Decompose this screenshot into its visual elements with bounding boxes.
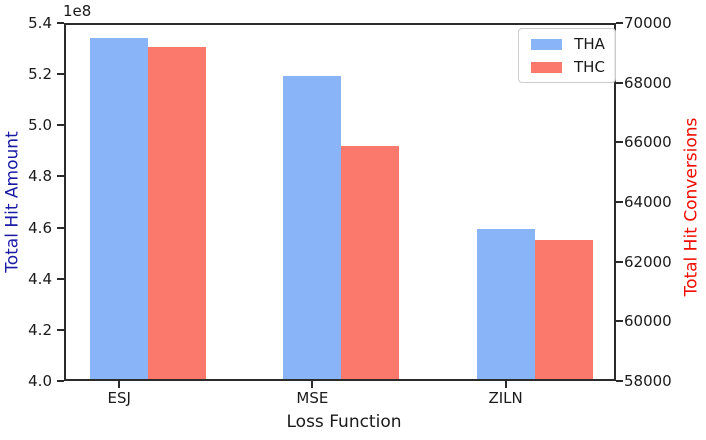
right-tick-mark (616, 201, 623, 203)
left-tick-mark (57, 380, 64, 382)
left-tick-mark (57, 328, 64, 331)
legend: THA THC (518, 28, 616, 83)
left-tick-label: 4.0 (28, 372, 52, 390)
left-tick-label: 5.4 (28, 14, 52, 32)
legend-row-thc: THC (531, 57, 605, 76)
x-tick-label: ZILN (488, 389, 523, 407)
bar-thc-ziln (534, 240, 593, 379)
left-tick-mark (57, 124, 64, 127)
bar-thc-esj (148, 47, 207, 379)
legend-items: THA THC (531, 34, 605, 76)
right-tick-label: 58000 (624, 372, 672, 390)
left-tick-label: 4.2 (28, 320, 52, 339)
x-tick-mark (118, 381, 121, 388)
bar-tha-mse (283, 75, 342, 379)
right-tick-mark (616, 22, 623, 24)
legend-label-thc: THC (574, 57, 605, 76)
left-tick-mark (57, 22, 64, 24)
left-axis-title: Total Hit Amount (2, 131, 23, 273)
x-tick-mark (504, 381, 507, 388)
left-tick-mark (57, 73, 64, 76)
legend-row-tha: THA (531, 34, 605, 53)
x-axis-title: Loss Function (286, 412, 402, 432)
x-tick-label: ESJ (107, 389, 131, 407)
x-tick-label: MSE (296, 389, 329, 407)
left-tick-label: 5.2 (28, 65, 52, 84)
left-tick-mark (57, 175, 64, 178)
legend-label-tha: THA (574, 34, 605, 53)
right-axis-title: Total Hit Conversions (681, 117, 702, 297)
left-tick-label: 4.4 (28, 269, 52, 288)
right-tick-label: 62000 (624, 252, 672, 271)
right-tick-label: 68000 (624, 73, 672, 92)
right-tick-label: 70000 (624, 14, 672, 32)
left-tick-mark (57, 277, 64, 280)
right-tick-mark (616, 320, 623, 323)
left-tick-mark (57, 226, 64, 229)
right-tick-mark (616, 380, 623, 382)
left-tick-label: 4.6 (28, 218, 52, 237)
bar-thc-mse (341, 145, 400, 379)
x-tick-mark (311, 381, 314, 388)
right-tick-mark (616, 81, 623, 84)
right-tick-mark (616, 141, 623, 144)
legend-swatch-tha (531, 38, 562, 50)
legend-swatch-thc (531, 61, 562, 73)
right-tick-label: 64000 (624, 193, 672, 211)
right-tick-mark (616, 260, 623, 263)
bar-tha-esj (90, 37, 149, 379)
right-tick-label: 60000 (624, 312, 672, 331)
right-tick-label: 66000 (624, 133, 672, 152)
bar-tha-ziln (476, 228, 535, 379)
axis-offset-label: 1e8 (63, 2, 92, 20)
left-tick-label: 4.8 (28, 167, 52, 186)
left-tick-label: 5.0 (28, 116, 52, 135)
